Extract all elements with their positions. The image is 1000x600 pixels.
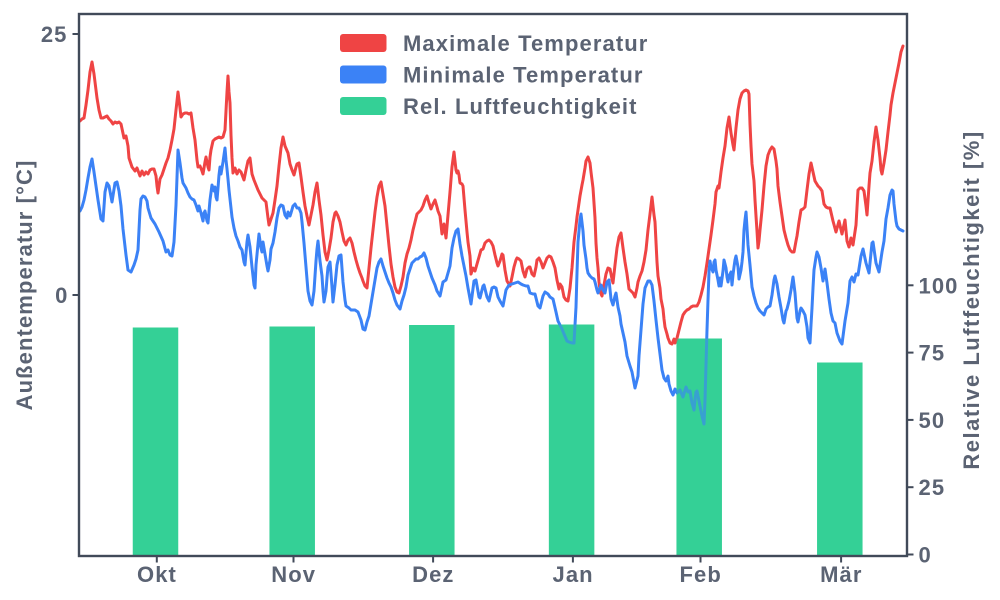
svg-text:0: 0 xyxy=(55,283,68,308)
svg-text:50: 50 xyxy=(919,408,946,433)
svg-text:25: 25 xyxy=(41,22,68,47)
svg-text:75: 75 xyxy=(919,341,946,366)
svg-text:Feb: Feb xyxy=(679,562,721,587)
svg-text:Minimale Temperatur: Minimale Temperatur xyxy=(403,63,644,88)
svg-text:Außentemperatur [°C]: Außentemperatur [°C] xyxy=(12,160,37,411)
svg-text:100: 100 xyxy=(919,273,959,298)
svg-text:Maximale Temperatur: Maximale Temperatur xyxy=(403,31,648,56)
svg-text:Rel. Luftfeuchtigkeit: Rel. Luftfeuchtigkeit xyxy=(403,94,638,119)
svg-text:Relative Luftfeuchtigkeit [%]: Relative Luftfeuchtigkeit [%] xyxy=(959,130,984,469)
svg-text:Dez: Dez xyxy=(412,562,454,587)
svg-text:Okt: Okt xyxy=(137,562,177,587)
svg-text:Jan: Jan xyxy=(552,562,593,587)
svg-text:Mär: Mär xyxy=(820,562,862,587)
svg-text:0: 0 xyxy=(919,543,932,568)
svg-text:Nov: Nov xyxy=(271,562,316,587)
svg-text:25: 25 xyxy=(919,475,946,500)
